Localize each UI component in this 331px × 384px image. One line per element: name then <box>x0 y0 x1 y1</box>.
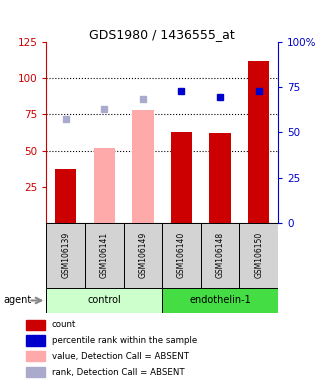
Text: endothelin-1: endothelin-1 <box>189 295 251 306</box>
Bar <box>171 132 192 223</box>
Text: percentile rank within the sample: percentile rank within the sample <box>52 336 197 345</box>
Text: GSM106149: GSM106149 <box>138 232 147 278</box>
Bar <box>239 223 278 288</box>
Bar <box>248 61 269 223</box>
Bar <box>46 288 162 313</box>
Text: value, Detection Call = ABSENT: value, Detection Call = ABSENT <box>52 352 189 361</box>
Text: GSM106141: GSM106141 <box>100 232 109 278</box>
Bar <box>94 147 115 223</box>
Bar <box>123 223 162 288</box>
Bar <box>85 223 123 288</box>
Bar <box>201 223 239 288</box>
Title: GDS1980 / 1436555_at: GDS1980 / 1436555_at <box>89 28 235 41</box>
Bar <box>210 133 231 223</box>
Text: agent: agent <box>3 295 31 306</box>
Bar <box>162 288 278 313</box>
Text: GSM106140: GSM106140 <box>177 232 186 278</box>
Bar <box>26 319 45 330</box>
Text: GSM106139: GSM106139 <box>61 232 70 278</box>
Text: GSM106150: GSM106150 <box>254 232 263 278</box>
Bar <box>26 367 45 377</box>
Bar <box>162 223 201 288</box>
Bar <box>26 336 45 346</box>
Text: control: control <box>87 295 121 306</box>
Text: rank, Detection Call = ABSENT: rank, Detection Call = ABSENT <box>52 368 184 377</box>
Bar <box>46 223 85 288</box>
Bar <box>55 169 76 223</box>
Text: count: count <box>52 320 76 329</box>
Bar <box>26 351 45 361</box>
Text: GSM106148: GSM106148 <box>215 232 225 278</box>
Bar <box>132 110 154 223</box>
